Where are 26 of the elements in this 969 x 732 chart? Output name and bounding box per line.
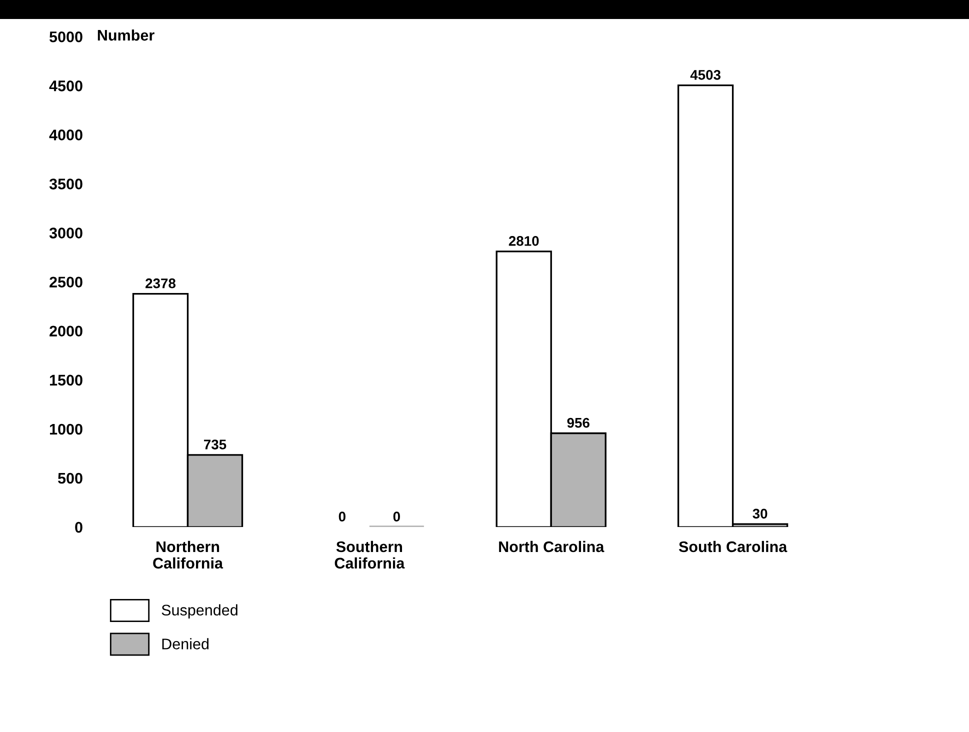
x-tick-label: South Carolina (678, 540, 788, 552)
x-tick-label: Northern California (153, 540, 224, 569)
legend-label: Suspended (162, 604, 238, 619)
data-label: 30 (752, 508, 768, 519)
data-label: 956 (567, 418, 590, 428)
y-tick-label: 3000 (49, 228, 82, 238)
data-label: 0 (338, 512, 346, 522)
y-tick-label: 4000 (49, 130, 82, 140)
y-tick-label: 1000 (50, 424, 82, 435)
data-label: 0 (393, 512, 400, 522)
x-tick-label: Southern California (334, 540, 405, 569)
legend-label: Denied (162, 638, 208, 650)
y-tick-label: 2000 (50, 326, 82, 337)
data-label: 2810 (508, 236, 539, 246)
y-tick-label: 500 (58, 472, 82, 484)
data-label: 735 (204, 440, 226, 450)
y-tick-label: 5000 (50, 31, 82, 42)
y-tick-label: 0 (75, 522, 82, 533)
data-label: 4503 (690, 70, 720, 80)
y-tick-label: 2500 (50, 276, 82, 288)
x-tick-label: North Carolina (499, 540, 604, 552)
data-label: 2378 (146, 278, 176, 288)
y-tick-label: 4500 (49, 80, 82, 92)
y-tick-label: 1500 (50, 374, 82, 386)
y-axis-title: Number (98, 29, 154, 41)
y-tick-label: 3500 (49, 178, 82, 190)
